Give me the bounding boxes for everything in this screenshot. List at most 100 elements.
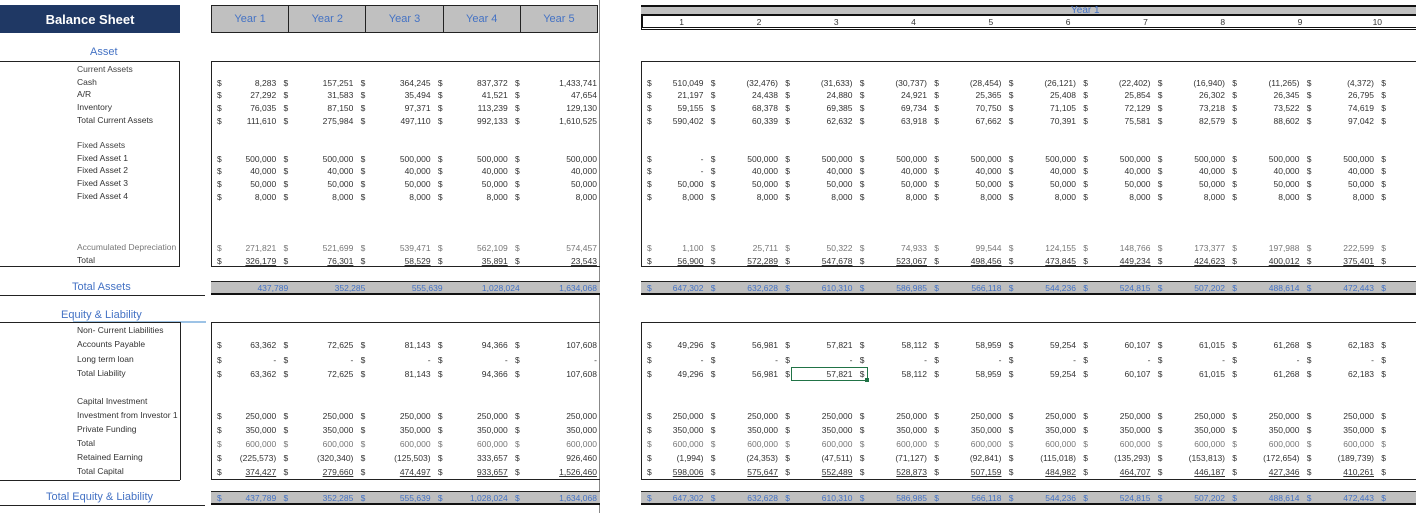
cell[interactable]: $ $ - xyxy=(643,165,718,177)
cell[interactable]: 352,285 xyxy=(290,282,367,294)
cell[interactable]: $375,401 xyxy=(1314,255,1389,267)
cell[interactable]: $ $590,402 xyxy=(643,115,718,127)
cell[interactable]: $58,959 xyxy=(941,368,1016,380)
cell[interactable]: $555,639 xyxy=(367,492,444,504)
cell[interactable]: $ $76,035 xyxy=(213,102,290,114)
cell[interactable]: $61,268 xyxy=(1239,339,1314,351)
period-4[interactable]: 4 xyxy=(911,17,916,27)
cell[interactable]: $62,183 xyxy=(1314,339,1389,351)
cell[interactable]: $ $8,283 xyxy=(213,77,290,89)
cell[interactable]: 350,000 xyxy=(522,424,599,436)
cell[interactable]: $ - xyxy=(718,354,793,366)
cell[interactable]: $222,599 xyxy=(1314,242,1389,254)
cell[interactable]: $ - xyxy=(445,354,522,366)
cell[interactable]: $31,583 xyxy=(290,89,367,101)
cell[interactable]: $350,000 xyxy=(1239,424,1314,436)
cell[interactable]: $544,236 xyxy=(1016,492,1091,504)
cell[interactable]: $24,880 xyxy=(792,89,867,101)
cell[interactable]: $350,000 xyxy=(1016,424,1091,436)
year-header-1[interactable]: Year 1 xyxy=(212,6,290,32)
cell[interactable]: $ $ - xyxy=(643,354,718,366)
cell[interactable]: $59,254 xyxy=(1016,339,1091,351)
cell[interactable]: $500,000 xyxy=(718,153,793,165)
year-header-2[interactable]: Year 2 xyxy=(289,6,367,32)
fill-handle[interactable] xyxy=(864,378,869,382)
cell[interactable]: 600,000 xyxy=(522,438,599,450)
cell[interactable]: $173,377 xyxy=(1165,242,1240,254)
cell[interactable]: $ (11,265) xyxy=(1239,77,1314,89)
cell[interactable]: $350,000 xyxy=(867,424,942,436)
cell[interactable]: $544,236 xyxy=(1016,282,1091,294)
cell[interactable]: $8,000 xyxy=(1016,191,1091,203)
cell[interactable]: $250,000 xyxy=(867,410,942,422)
year-header-4[interactable]: Year 4 xyxy=(444,6,521,32)
cell[interactable]: $68,378 xyxy=(718,102,793,114)
cell[interactable]: $40,000 xyxy=(1090,165,1165,177)
cell[interactable]: $113,239 xyxy=(445,102,522,114)
cell[interactable]: $364,245 xyxy=(367,77,444,89)
cell[interactable]: $600,000 xyxy=(1239,438,1314,450)
cell[interactable]: $ (28,454) xyxy=(941,77,1016,89)
cell[interactable]: $484,982 xyxy=(1016,466,1091,478)
cell[interactable]: $94,366 xyxy=(445,368,522,380)
cell[interactable]: $ $250,000 xyxy=(643,410,718,422)
cell[interactable]: $ (31,633) xyxy=(792,77,867,89)
cell[interactable]: $275,984 xyxy=(290,115,367,127)
cell[interactable]: $62,183 xyxy=(1314,368,1389,380)
cell[interactable]: $350,000 xyxy=(1314,424,1389,436)
cell[interactable]: $250,000 xyxy=(290,410,367,422)
period-9[interactable]: 9 xyxy=(1297,17,1303,27)
cell[interactable]: $8,000 xyxy=(367,191,444,203)
cell[interactable]: $488,614 xyxy=(1239,492,1314,504)
cell[interactable]: $ $510,049 xyxy=(643,77,718,89)
cell[interactable]: $497,110 xyxy=(367,115,444,127)
cell[interactable]: $250,000 xyxy=(792,410,867,422)
cell[interactable]: $61,268 xyxy=(1239,368,1314,380)
cell[interactable]: $26,302 xyxy=(1165,89,1240,101)
cell[interactable]: 1,610,525 xyxy=(522,115,599,127)
cell[interactable]: $75,581 xyxy=(1090,115,1165,127)
cell[interactable]: - xyxy=(522,354,599,366)
cell[interactable]: $ - xyxy=(290,354,367,366)
cell[interactable]: $71,105 xyxy=(1016,102,1091,114)
cell[interactable]: $500,000 xyxy=(290,153,367,165)
cell[interactable]: $25,365 xyxy=(941,89,1016,101)
cell[interactable]: $250,000 xyxy=(445,410,522,422)
cell[interactable]: $ $63,362 xyxy=(213,368,290,380)
cell[interactable]: $ $21,197 xyxy=(643,89,718,101)
cell[interactable]: $ $600,000 xyxy=(213,438,290,450)
year-header-5[interactable]: Year 5 xyxy=(543,13,575,25)
cell[interactable]: $ $63,362 xyxy=(213,339,290,351)
cell[interactable]: 8,000 xyxy=(522,191,599,203)
cell[interactable]: $632,628 xyxy=(718,492,793,504)
cell[interactable]: $600,000 xyxy=(941,438,1016,450)
cell[interactable]: 1,526,460 xyxy=(522,466,599,478)
cell[interactable]: $40,000 xyxy=(718,165,793,177)
cell[interactable]: 47,654 xyxy=(522,89,599,101)
cell[interactable]: $933,657 xyxy=(445,466,522,478)
cell[interactable]: $73,218 xyxy=(1165,102,1240,114)
cell[interactable]: $41,521 xyxy=(445,89,522,101)
cell[interactable]: $8,000 xyxy=(792,191,867,203)
cell[interactable]: $ - xyxy=(1165,354,1240,366)
cell[interactable]: $50,000 xyxy=(941,178,1016,190)
cell[interactable]: $40,000 xyxy=(1016,165,1091,177)
cell[interactable]: $8,000 xyxy=(1090,191,1165,203)
cell[interactable]: $8,000 xyxy=(290,191,367,203)
period-3[interactable]: 3 xyxy=(833,17,839,27)
cell[interactable]: $600,000 xyxy=(1165,438,1240,450)
cell[interactable]: $ $250,000 xyxy=(213,410,290,422)
cell[interactable]: $ $647,302 xyxy=(643,282,718,294)
cell[interactable]: $62,632 xyxy=(792,115,867,127)
cell[interactable]: $500,000 xyxy=(1016,153,1091,165)
cell[interactable]: $837,372 xyxy=(445,77,522,89)
cell[interactable]: $600,000 xyxy=(867,438,942,450)
cell[interactable]: $500,000 xyxy=(367,153,444,165)
cell[interactable]: $40,000 xyxy=(367,165,444,177)
cell[interactable]: 1,433,741 xyxy=(522,77,599,89)
cell[interactable]: $ $ - xyxy=(213,354,290,366)
cell[interactable]: $ - xyxy=(1314,354,1389,366)
cell[interactable]: $72,625 xyxy=(290,339,367,351)
cell[interactable]: $ $27,292 xyxy=(213,89,290,101)
cell[interactable]: $197,988 xyxy=(1239,242,1314,254)
